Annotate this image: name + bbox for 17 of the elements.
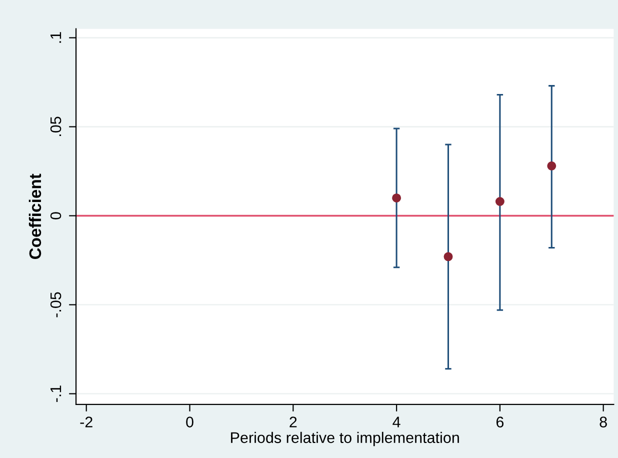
point	[444, 252, 453, 262]
x-tick-label: 2	[290, 416, 297, 428]
y-tick-label: -.1	[50, 386, 62, 402]
y-axis-title: Coefficient	[28, 174, 42, 260]
point	[495, 197, 504, 206]
x-tick-label: 8	[600, 416, 607, 428]
point	[547, 161, 556, 170]
x-tick-label: -2	[80, 416, 92, 428]
x-tick-label: 4	[392, 416, 400, 428]
x-tick-label: 0	[186, 416, 194, 428]
y-tick-label: -.05	[50, 292, 62, 318]
y-tick-label: .05	[50, 116, 62, 136]
y-tick-label: 0	[50, 212, 62, 220]
x-tick-label: 6	[496, 416, 504, 428]
x-axis-title: Periods relative to implementation	[231, 432, 459, 446]
point	[392, 193, 402, 202]
y-tick-label: .1	[50, 32, 62, 43]
